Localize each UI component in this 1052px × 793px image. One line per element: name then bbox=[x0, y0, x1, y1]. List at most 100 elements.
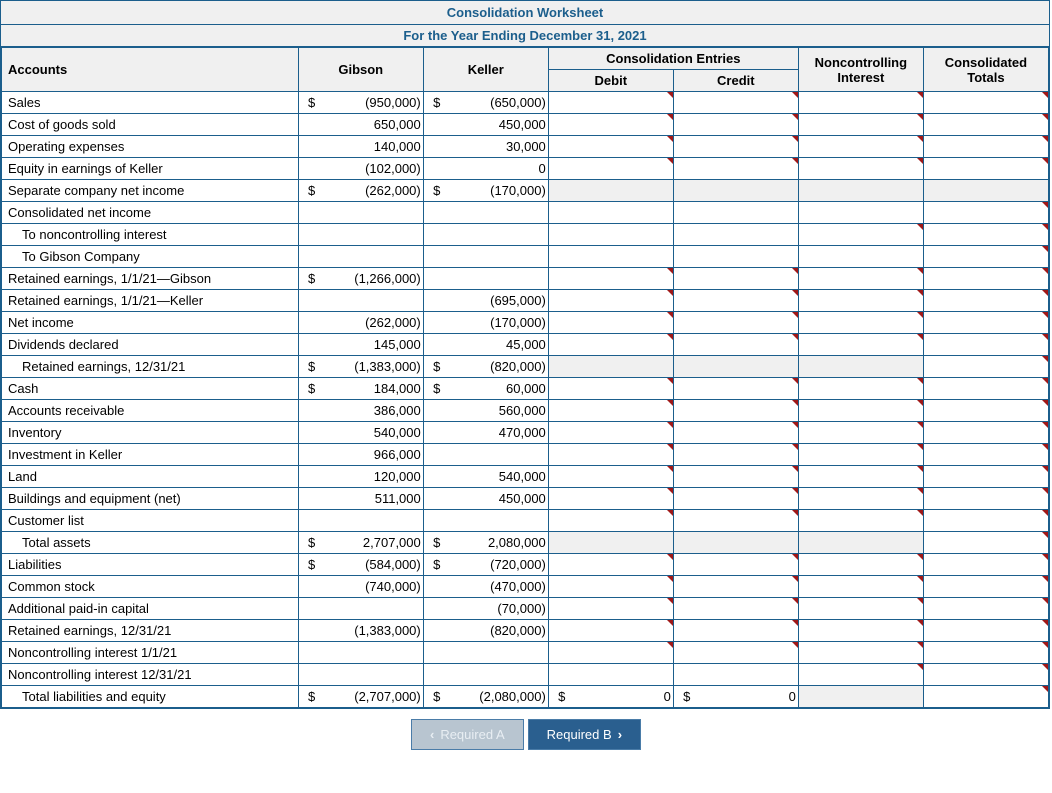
debit-symbol bbox=[548, 158, 567, 180]
totals-value[interactable] bbox=[942, 598, 1048, 620]
credit-value[interactable] bbox=[692, 114, 798, 136]
totals-value[interactable] bbox=[942, 268, 1048, 290]
debit-value[interactable] bbox=[567, 92, 673, 114]
credit-value[interactable] bbox=[692, 620, 798, 642]
totals-value[interactable] bbox=[942, 642, 1048, 664]
credit-value[interactable] bbox=[692, 400, 798, 422]
debit-value[interactable] bbox=[567, 422, 673, 444]
debit-value[interactable] bbox=[567, 400, 673, 422]
credit-value[interactable] bbox=[692, 312, 798, 334]
nci-value[interactable] bbox=[817, 268, 923, 290]
nci-value[interactable] bbox=[817, 488, 923, 510]
gibson-value bbox=[317, 510, 423, 532]
totals-value[interactable] bbox=[942, 114, 1048, 136]
debit-value[interactable] bbox=[567, 510, 673, 532]
debit-value[interactable] bbox=[567, 136, 673, 158]
credit-value[interactable] bbox=[692, 510, 798, 532]
credit-value[interactable] bbox=[692, 488, 798, 510]
debit-value[interactable] bbox=[567, 466, 673, 488]
nci-value[interactable] bbox=[817, 158, 923, 180]
debit-symbol bbox=[548, 620, 567, 642]
debit-value[interactable] bbox=[567, 488, 673, 510]
nci-value[interactable] bbox=[817, 334, 923, 356]
debit-value[interactable] bbox=[567, 576, 673, 598]
credit-value[interactable] bbox=[692, 422, 798, 444]
nci-value[interactable] bbox=[817, 378, 923, 400]
totals-value[interactable] bbox=[942, 334, 1048, 356]
nci-value[interactable] bbox=[817, 466, 923, 488]
totals-value[interactable] bbox=[942, 224, 1048, 246]
totals-value[interactable] bbox=[942, 92, 1048, 114]
totals-value[interactable] bbox=[942, 686, 1048, 708]
credit-value[interactable] bbox=[692, 290, 798, 312]
nci-value[interactable] bbox=[817, 422, 923, 444]
totals-value[interactable] bbox=[942, 400, 1048, 422]
totals-value[interactable] bbox=[942, 488, 1048, 510]
prev-button[interactable]: ‹ Required A bbox=[411, 719, 524, 750]
totals-value[interactable] bbox=[942, 466, 1048, 488]
credit-value[interactable] bbox=[692, 158, 798, 180]
keller-symbol: $ bbox=[423, 554, 442, 576]
totals-value[interactable] bbox=[942, 620, 1048, 642]
credit-value[interactable] bbox=[692, 642, 798, 664]
totals-value[interactable] bbox=[942, 136, 1048, 158]
totals-value[interactable] bbox=[942, 422, 1048, 444]
debit-value[interactable] bbox=[567, 642, 673, 664]
nci-value[interactable] bbox=[817, 598, 923, 620]
debit-value[interactable] bbox=[567, 378, 673, 400]
totals-value[interactable] bbox=[942, 312, 1048, 334]
credit-value[interactable] bbox=[692, 444, 798, 466]
credit-value[interactable] bbox=[692, 554, 798, 576]
nci-value[interactable] bbox=[817, 576, 923, 598]
totals-value[interactable] bbox=[942, 356, 1048, 378]
totals-value[interactable] bbox=[942, 532, 1048, 554]
credit-value[interactable] bbox=[692, 136, 798, 158]
debit-value[interactable] bbox=[567, 444, 673, 466]
totals-value[interactable] bbox=[942, 510, 1048, 532]
credit-value[interactable] bbox=[692, 576, 798, 598]
nci-value[interactable] bbox=[817, 224, 923, 246]
debit-value[interactable] bbox=[567, 312, 673, 334]
debit-value[interactable] bbox=[567, 290, 673, 312]
keller-value: 450,000 bbox=[442, 114, 548, 136]
next-button[interactable]: Required B › bbox=[528, 719, 641, 750]
debit-value[interactable] bbox=[567, 620, 673, 642]
nci-value[interactable] bbox=[817, 554, 923, 576]
totals-value[interactable] bbox=[942, 554, 1048, 576]
totals-value[interactable] bbox=[942, 202, 1048, 224]
totals-value[interactable] bbox=[942, 246, 1048, 268]
credit-value[interactable] bbox=[692, 92, 798, 114]
nci-value[interactable] bbox=[817, 642, 923, 664]
nci-value[interactable] bbox=[817, 444, 923, 466]
nci-value[interactable] bbox=[817, 664, 923, 686]
totals-value[interactable] bbox=[942, 290, 1048, 312]
debit-value[interactable] bbox=[567, 158, 673, 180]
nci-value[interactable] bbox=[817, 92, 923, 114]
nci-value[interactable] bbox=[817, 136, 923, 158]
credit-value[interactable] bbox=[692, 598, 798, 620]
keller-value bbox=[442, 444, 548, 466]
credit-value[interactable] bbox=[692, 466, 798, 488]
nci-value[interactable] bbox=[817, 114, 923, 136]
totals-value[interactable] bbox=[942, 664, 1048, 686]
nci-value[interactable] bbox=[817, 620, 923, 642]
totals-value[interactable] bbox=[942, 378, 1048, 400]
debit-value[interactable] bbox=[567, 554, 673, 576]
keller-value bbox=[442, 268, 548, 290]
debit-value[interactable] bbox=[567, 598, 673, 620]
debit-value[interactable] bbox=[567, 268, 673, 290]
worksheet-subtitle: For the Year Ending December 31, 2021 bbox=[1, 25, 1049, 47]
totals-value[interactable] bbox=[942, 576, 1048, 598]
debit-value[interactable] bbox=[567, 114, 673, 136]
nci-value[interactable] bbox=[817, 510, 923, 532]
nci-value[interactable] bbox=[817, 400, 923, 422]
nci-value[interactable] bbox=[817, 312, 923, 334]
credit-value[interactable] bbox=[692, 378, 798, 400]
totals-value[interactable] bbox=[942, 158, 1048, 180]
totals-value[interactable] bbox=[942, 444, 1048, 466]
nci-value[interactable] bbox=[817, 290, 923, 312]
debit-value[interactable] bbox=[567, 334, 673, 356]
credit-value[interactable] bbox=[692, 268, 798, 290]
gibson-value: 386,000 bbox=[317, 400, 423, 422]
credit-value[interactable] bbox=[692, 334, 798, 356]
